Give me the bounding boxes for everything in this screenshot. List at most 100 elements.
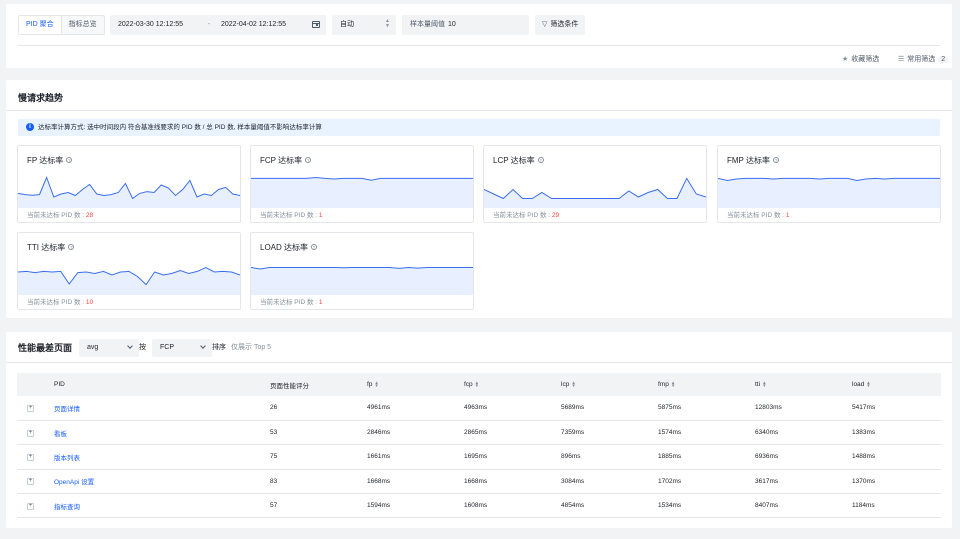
sort-icon[interactable]: ▲ ▼ — [474, 380, 480, 389]
unmet-pid-label: 当前未达标 PID 数 : — [727, 212, 785, 219]
info-icon: i — [26, 123, 34, 131]
sample-threshold-input[interactable]: 样本量阈值 10 — [402, 15, 529, 35]
trend-card-title-text: LCP 达标率 — [493, 156, 535, 165]
trend-card-title-text: FMP 达标率 — [727, 156, 770, 165]
trend-card-title-text: FP 达标率 — [27, 156, 64, 165]
tab-pid-aggregate[interactable]: PID 聚合 — [19, 16, 62, 34]
unmet-pid-count: 29 — [551, 212, 560, 219]
expand-icon[interactable]: + — [27, 502, 34, 510]
trend-card-footer: 当前未达标 PID 数 : 1 — [260, 296, 323, 306]
date-start[interactable]: 2022-03-30 12:12:55 — [118, 21, 183, 28]
help-icon[interactable]: ? — [311, 244, 318, 250]
sparkline-chart — [718, 177, 940, 208]
expand-icon[interactable]: + — [27, 404, 34, 412]
calendar-icon[interactable] — [312, 21, 320, 28]
column-header-tti[interactable]: tti ▲ ▼ — [755, 373, 852, 396]
trend-card-footer: 当前未达标 PID 数 : 1 — [727, 209, 790, 219]
table-row[interactable]: + OpenApi 设置 83 1668ms 1668ms 3084ms 1702ms 361… — [17, 469, 941, 494]
cell-fcp: 1695ms — [464, 453, 488, 461]
column-header-fmp[interactable]: fmp ▲ ▼ — [658, 373, 755, 396]
help-icon[interactable]: ? — [537, 157, 544, 163]
help-icon[interactable]: ? — [66, 157, 73, 163]
date-range-picker[interactable]: 2022-03-30 12:12:55 - 2022-04-02 12:12:5… — [110, 15, 326, 35]
table-row[interactable]: + 指标查询 57 1594ms 1608ms 4854ms 1534ms 8407ms 118… — [17, 494, 941, 518]
help-icon[interactable]: ? — [68, 244, 75, 250]
common-filter-label: 常用筛选 — [907, 56, 936, 63]
trend-card-title-text: FCP 达标率 — [260, 156, 303, 165]
table-row[interactable]: + 版本列表 75 1661ms 1695ms 896ms 1885ms 6936ms 1488… — [17, 445, 941, 470]
sparkline-line — [18, 266, 240, 286]
metric-value: FCP — [160, 344, 174, 351]
trend-card: LCP 达标率? 当前未达标 PID 数 : 29 — [483, 145, 707, 223]
filter-conditions-button[interactable]: ▽ 筛选条件 — [535, 15, 586, 35]
table-row[interactable]: + 页面详情 26 4961ms 4963ms 5689ms 5875ms 12803ms 54… — [17, 396, 941, 421]
pid-link[interactable]: 指标查询 — [54, 503, 80, 511]
unmet-pid-count: 1 — [318, 212, 323, 219]
sample-threshold-value[interactable]: 10 — [448, 21, 456, 28]
column-header-fcp[interactable]: fcp ▲ ▼ — [464, 373, 561, 396]
cell-fmp: 1574ms — [658, 429, 682, 437]
sample-threshold-label: 样本量阈值 — [410, 21, 445, 28]
cell-tti: 3617ms — [755, 477, 779, 485]
sort-icon[interactable]: ▲ ▼ — [670, 380, 676, 389]
cell-fmp: 5875ms — [658, 404, 682, 412]
unmet-pid-count: 1 — [318, 299, 323, 306]
granularity-select[interactable]: 自动 ▲ ▼ — [332, 15, 396, 35]
column-header-score: 页面性能评分 — [270, 382, 309, 390]
table-header-row: PID 页面性能评分 fp ▲ ▼ fcp ▲ ▼ lcp ▲ ▼ fmp ▲ ▼ tti ▲ ▼ … — [17, 373, 941, 396]
column-header-load[interactable]: load ▲ ▼ — [852, 373, 941, 396]
info-text: 达标率计算方式: 选中时间段内 符合基准线要求的 PID 数 / 总 PID 数… — [38, 124, 322, 131]
expand-column-header — [17, 373, 54, 396]
cell-fp: 1661ms — [367, 453, 391, 461]
by-label: 按 — [139, 344, 146, 351]
sparkline-area — [18, 177, 240, 208]
pid-link[interactable]: 看板 — [54, 430, 67, 438]
trend-card-footer: 当前未达标 PID 数 : 28 — [27, 209, 93, 219]
filter-conditions-label: 筛选条件 — [550, 21, 579, 28]
cell-lcp: 896ms — [561, 453, 581, 461]
date-end[interactable]: 2022-04-02 12:12:55 — [221, 21, 286, 28]
expand-icon[interactable]: + — [27, 478, 34, 486]
trend-card-title: FCP 达标率? — [260, 155, 312, 166]
column-header-fp[interactable]: fp ▲ ▼ — [367, 373, 464, 396]
pid-link[interactable]: 页面详情 — [54, 405, 80, 413]
aggregation-select[interactable]: avg — [79, 339, 139, 357]
collect-filter-button[interactable]: ★ 收藏筛选 — [842, 54, 879, 64]
filter-bar: PID 聚合 指标总览 2022-03-30 12:12:55 - 2022-0… — [6, 4, 952, 68]
expand-icon[interactable]: + — [27, 453, 34, 461]
divider — [18, 45, 940, 46]
pid-link[interactable]: OpenApi 设置 — [54, 479, 95, 487]
help-icon[interactable]: ? — [772, 157, 779, 163]
aggregation-value: avg — [87, 344, 99, 351]
sparkline-line — [251, 266, 473, 270]
trend-card-footer: 当前未达标 PID 数 : 10 — [27, 296, 93, 306]
sparkline-area — [18, 267, 240, 295]
trend-card: FMP 达标率? 当前未达标 PID 数 : 1 — [717, 145, 941, 223]
trend-card-title: LCP 达标率? — [493, 155, 544, 166]
cell-load: 1383ms — [852, 429, 876, 437]
column-header-lcp[interactable]: lcp ▲ ▼ — [561, 373, 658, 396]
common-filter-count: 2 — [938, 56, 949, 63]
table-row[interactable]: + 看板 53 2846ms 2865ms 7359ms 1574ms 6340ms 1383m… — [17, 420, 941, 445]
unmet-pid-count: 28 — [85, 212, 94, 219]
common-filter-button[interactable]: ☰ 常用筛选 2 — [898, 54, 949, 64]
cell-fp: 1668ms — [367, 477, 391, 485]
expand-icon[interactable]: + — [27, 429, 34, 437]
sparkline-chart — [18, 266, 240, 295]
sort-icon[interactable]: ▲ ▼ — [571, 380, 576, 389]
pid-link[interactable]: 版本列表 — [54, 454, 80, 462]
sort-icon[interactable]: ▲ ▼ — [762, 380, 767, 389]
sparkline-area — [251, 267, 473, 295]
tab-metric-overview[interactable]: 指标总览 — [68, 21, 97, 28]
sparkline-line — [484, 177, 706, 200]
divider — [6, 362, 952, 363]
sort-icon[interactable]: ▲ ▼ — [866, 380, 871, 389]
cell-fcp: 2865ms — [464, 429, 488, 437]
metric-select[interactable]: FCP — [152, 339, 212, 357]
sort-icon[interactable]: ▲ ▼ — [374, 380, 379, 389]
help-icon[interactable]: ? — [305, 157, 312, 163]
cell-fp: 4961ms — [367, 404, 391, 412]
cell-tti: 6936ms — [755, 453, 779, 461]
worst-title: 性能最差页面 — [18, 343, 73, 353]
cell-score: 75 — [270, 453, 278, 461]
